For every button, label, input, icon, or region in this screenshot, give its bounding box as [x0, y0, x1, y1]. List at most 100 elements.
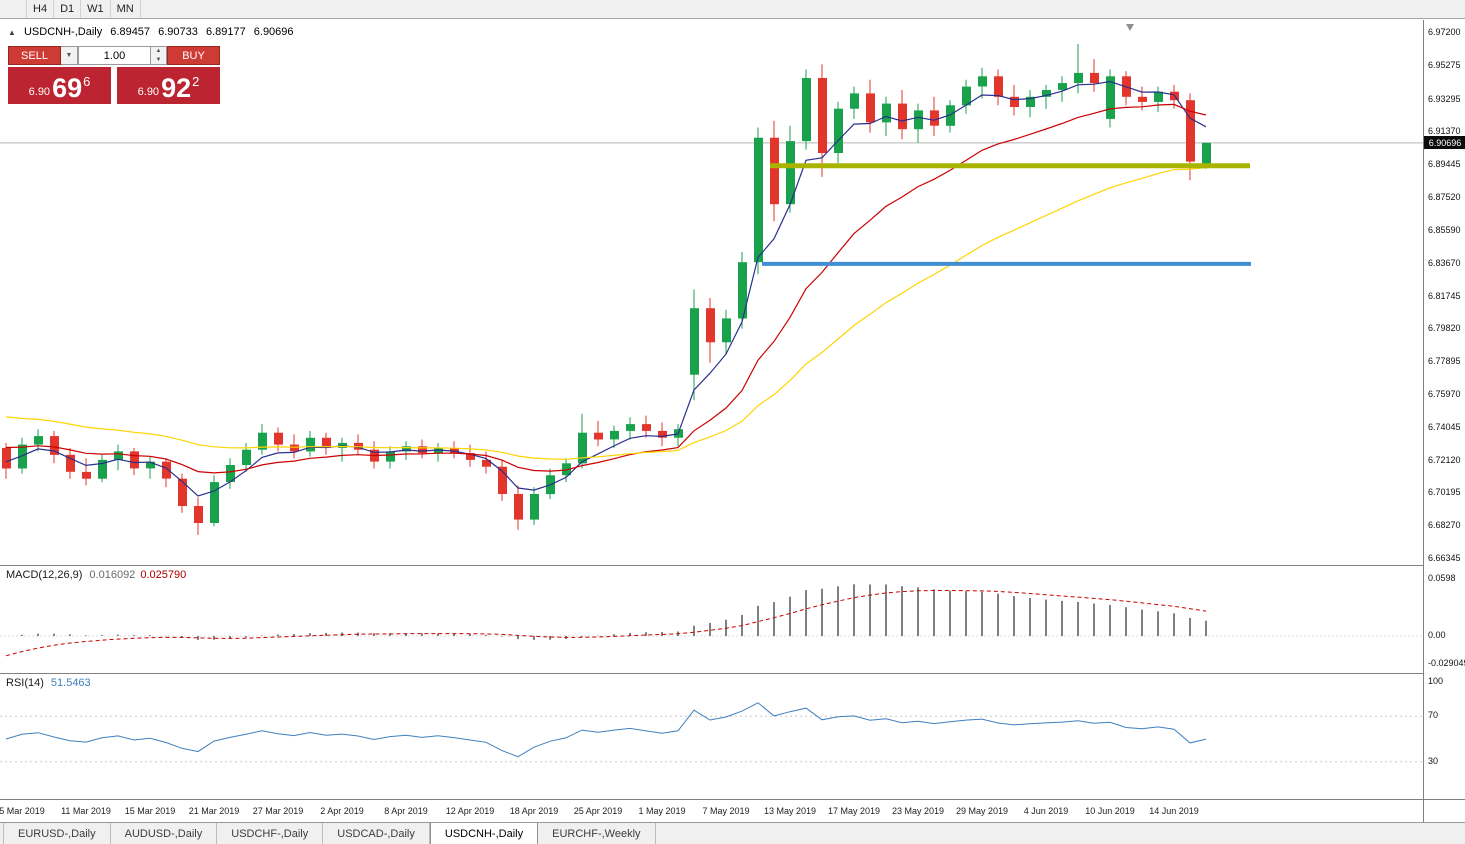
macd-histogram — [21, 584, 1207, 640]
price-axis-label: 6.89445 — [1428, 159, 1461, 170]
date-axis[interactable]: 5 Mar 2019 11 Mar 2019 15 Mar 2019 21 Mar 2… — [0, 799, 1423, 822]
date-axis-label: 23 May 2019 — [891, 806, 945, 816]
macd-label: MACD(12,26,9) 0.016092 0.025790 — [6, 569, 186, 581]
price-axis-label: 6.81745 — [1428, 290, 1461, 301]
date-axis-label: 1 May 2019 — [638, 806, 686, 816]
sell-price-prefix: 6.90 — [28, 86, 51, 98]
volume-up-icon[interactable]: ▲ — [155, 48, 162, 54]
rsi-axis-label: 30 — [1428, 755, 1439, 766]
price-axis-label: 6.77895 — [1428, 356, 1461, 367]
timeframe-w1-button[interactable]: W1 — [81, 0, 111, 18]
volume-dropdown-button[interactable]: ▼ — [61, 46, 78, 65]
timeframe-toolbar: H4 D1 W1 MN — [0, 0, 1465, 19]
date-axis-label: 10 Jun 2019 — [1085, 806, 1135, 816]
buy-price-big: 92 — [161, 73, 192, 103]
date-axis-label: 7 May 2019 — [702, 806, 750, 816]
rsi-panel[interactable]: RSI(14) 51.5463 — [0, 673, 1423, 799]
date-axis-label: 18 Apr 2019 — [509, 806, 559, 816]
price-axis-label: 6.93295 — [1428, 93, 1461, 104]
candles-layer — [2, 43, 1211, 535]
date-axis-label: 27 Mar 2019 — [252, 806, 304, 816]
price-axis-label: 6.72120 — [1428, 454, 1461, 465]
current-price-badge: 6.90696 — [1424, 136, 1465, 150]
price-axis-label: 6.75970 — [1428, 389, 1461, 399]
tab-usdchf-daily[interactable]: USDCHF-,Daily — [217, 823, 324, 844]
high-value: 6.90733 — [158, 26, 198, 38]
price-axis-label: 6.70195 — [1428, 487, 1461, 498]
macd-canvas[interactable] — [0, 566, 1423, 673]
macd-axis-label: -0.029049 — [1428, 657, 1465, 668]
sell-button[interactable]: SELL — [8, 46, 61, 65]
macd-signal-line — [5, 590, 1207, 657]
date-axis-label: 5 Mar 2019 — [0, 806, 45, 816]
date-axis-label: 13 May 2019 — [763, 806, 817, 816]
buy-price-pip: 2 — [192, 74, 200, 89]
macd-axis-label: 0.0598 — [1428, 573, 1456, 583]
price-axis-label: 6.97200 — [1428, 27, 1461, 37]
price-axis-label: 6.91370 — [1428, 126, 1461, 137]
date-axis-label: 21 Mar 2019 — [188, 806, 240, 816]
ma-fast-line — [5, 80, 1207, 497]
macd-panel[interactable]: MACD(12,26,9) 0.016092 0.025790 — [0, 565, 1423, 673]
oneclick-collapse-icon[interactable]: ▲ — [8, 28, 16, 37]
price-axis-label: 6.66345 — [1428, 553, 1461, 563]
volume-input[interactable] — [78, 46, 151, 65]
chart-tab-bar: EURUSD-,Daily AUDUSD-,Daily USDCHF-,Daily U… — [0, 822, 1465, 844]
chart-shift-marker-icon — [1126, 24, 1134, 31]
buy-button[interactable]: BUY — [167, 46, 220, 65]
volume-down-icon[interactable]: ▼ — [155, 57, 162, 63]
price-axis-label: 6.85590 — [1428, 224, 1461, 235]
tab-eurusd-daily[interactable]: EURUSD-,Daily — [3, 823, 111, 844]
sell-price-big: 69 — [52, 73, 83, 103]
rsi-name: RSI(14) — [6, 677, 44, 689]
timeframe-d1-button[interactable]: D1 — [54, 0, 82, 18]
date-axis-label: 29 May 2019 — [955, 806, 1009, 816]
rsi-value: 51.5463 — [50, 677, 91, 689]
date-axis-label: 2 Apr 2019 — [320, 806, 364, 816]
tab-usdcnh-daily[interactable]: USDCNH-,Daily — [429, 823, 539, 844]
ma-medium-line — [5, 103, 1207, 474]
chart-ohlc-header: ▲ USDCNH-,Daily 6.89457 6.90733 6.89177 … — [8, 26, 299, 38]
tab-usdcad-daily[interactable]: USDCAD-,Daily — [323, 823, 430, 844]
tab-eurchf-weekly[interactable]: EURCHF-,Weekly — [538, 823, 656, 844]
rsi-canvas[interactable] — [0, 674, 1423, 799]
open-value: 6.89457 — [110, 26, 151, 38]
sell-price-button[interactable]: 6.90 69 6 — [8, 67, 111, 104]
price-axis-label: 6.83670 — [1428, 257, 1461, 268]
price-chart-canvas[interactable] — [0, 20, 1423, 565]
macd-name: MACD(12,26,9) — [6, 569, 83, 581]
date-axis-label: 8 Apr 2019 — [384, 806, 428, 816]
date-axis-label: 25 Apr 2019 — [573, 806, 623, 816]
price-axis-label: 6.74045 — [1428, 421, 1461, 432]
price-axis-label: 6.87520 — [1428, 192, 1461, 202]
trendlines-layer[interactable] — [762, 163, 1251, 266]
buy-price-button[interactable]: 6.90 92 2 — [117, 67, 220, 104]
main-chart-panel[interactable]: ▲ USDCNH-,Daily 6.89457 6.90733 6.89177 … — [0, 20, 1423, 565]
price-axis[interactable]: 6.97200 6.95275 6.93295 6.91370 6.89445 6.875… — [1423, 20, 1465, 799]
macd-value: 0.016092 — [89, 569, 136, 581]
macd-axis-label: 0.00 — [1428, 630, 1446, 640]
price-axis-label: 6.79820 — [1428, 323, 1461, 334]
axis-corner — [1423, 799, 1465, 822]
low-value: 6.89177 — [205, 26, 246, 38]
tab-audusd-daily[interactable]: AUDUSD-,Daily — [111, 823, 218, 844]
rsi-line — [5, 702, 1207, 758]
moving-averages-layer — [5, 80, 1207, 497]
date-axis-label: 17 May 2019 — [827, 806, 881, 816]
timeframe-mn-button[interactable]: MN — [110, 0, 141, 18]
buy-price-prefix: 6.90 — [137, 86, 160, 98]
date-axis-label: 14 Jun 2019 — [1149, 806, 1199, 816]
volume-spinner[interactable]: ▲ ▼ — [151, 46, 167, 65]
timeframe-h4-button[interactable]: H4 — [26, 0, 55, 18]
price-axis-label: 6.68270 — [1428, 520, 1461, 531]
rsi-axis-label: 100 — [1428, 676, 1444, 686]
rsi-label: RSI(14) 51.5463 — [6, 677, 91, 689]
macd-signal-value: 0.025790 — [140, 569, 187, 581]
date-axis-label: 4 Jun 2019 — [1023, 806, 1069, 816]
symbol-label: USDCNH-,Daily — [23, 26, 103, 38]
sell-price-pip: 6 — [83, 74, 91, 89]
rsi-axis-label: 70 — [1428, 710, 1439, 721]
close-value: 6.90696 — [253, 26, 294, 38]
